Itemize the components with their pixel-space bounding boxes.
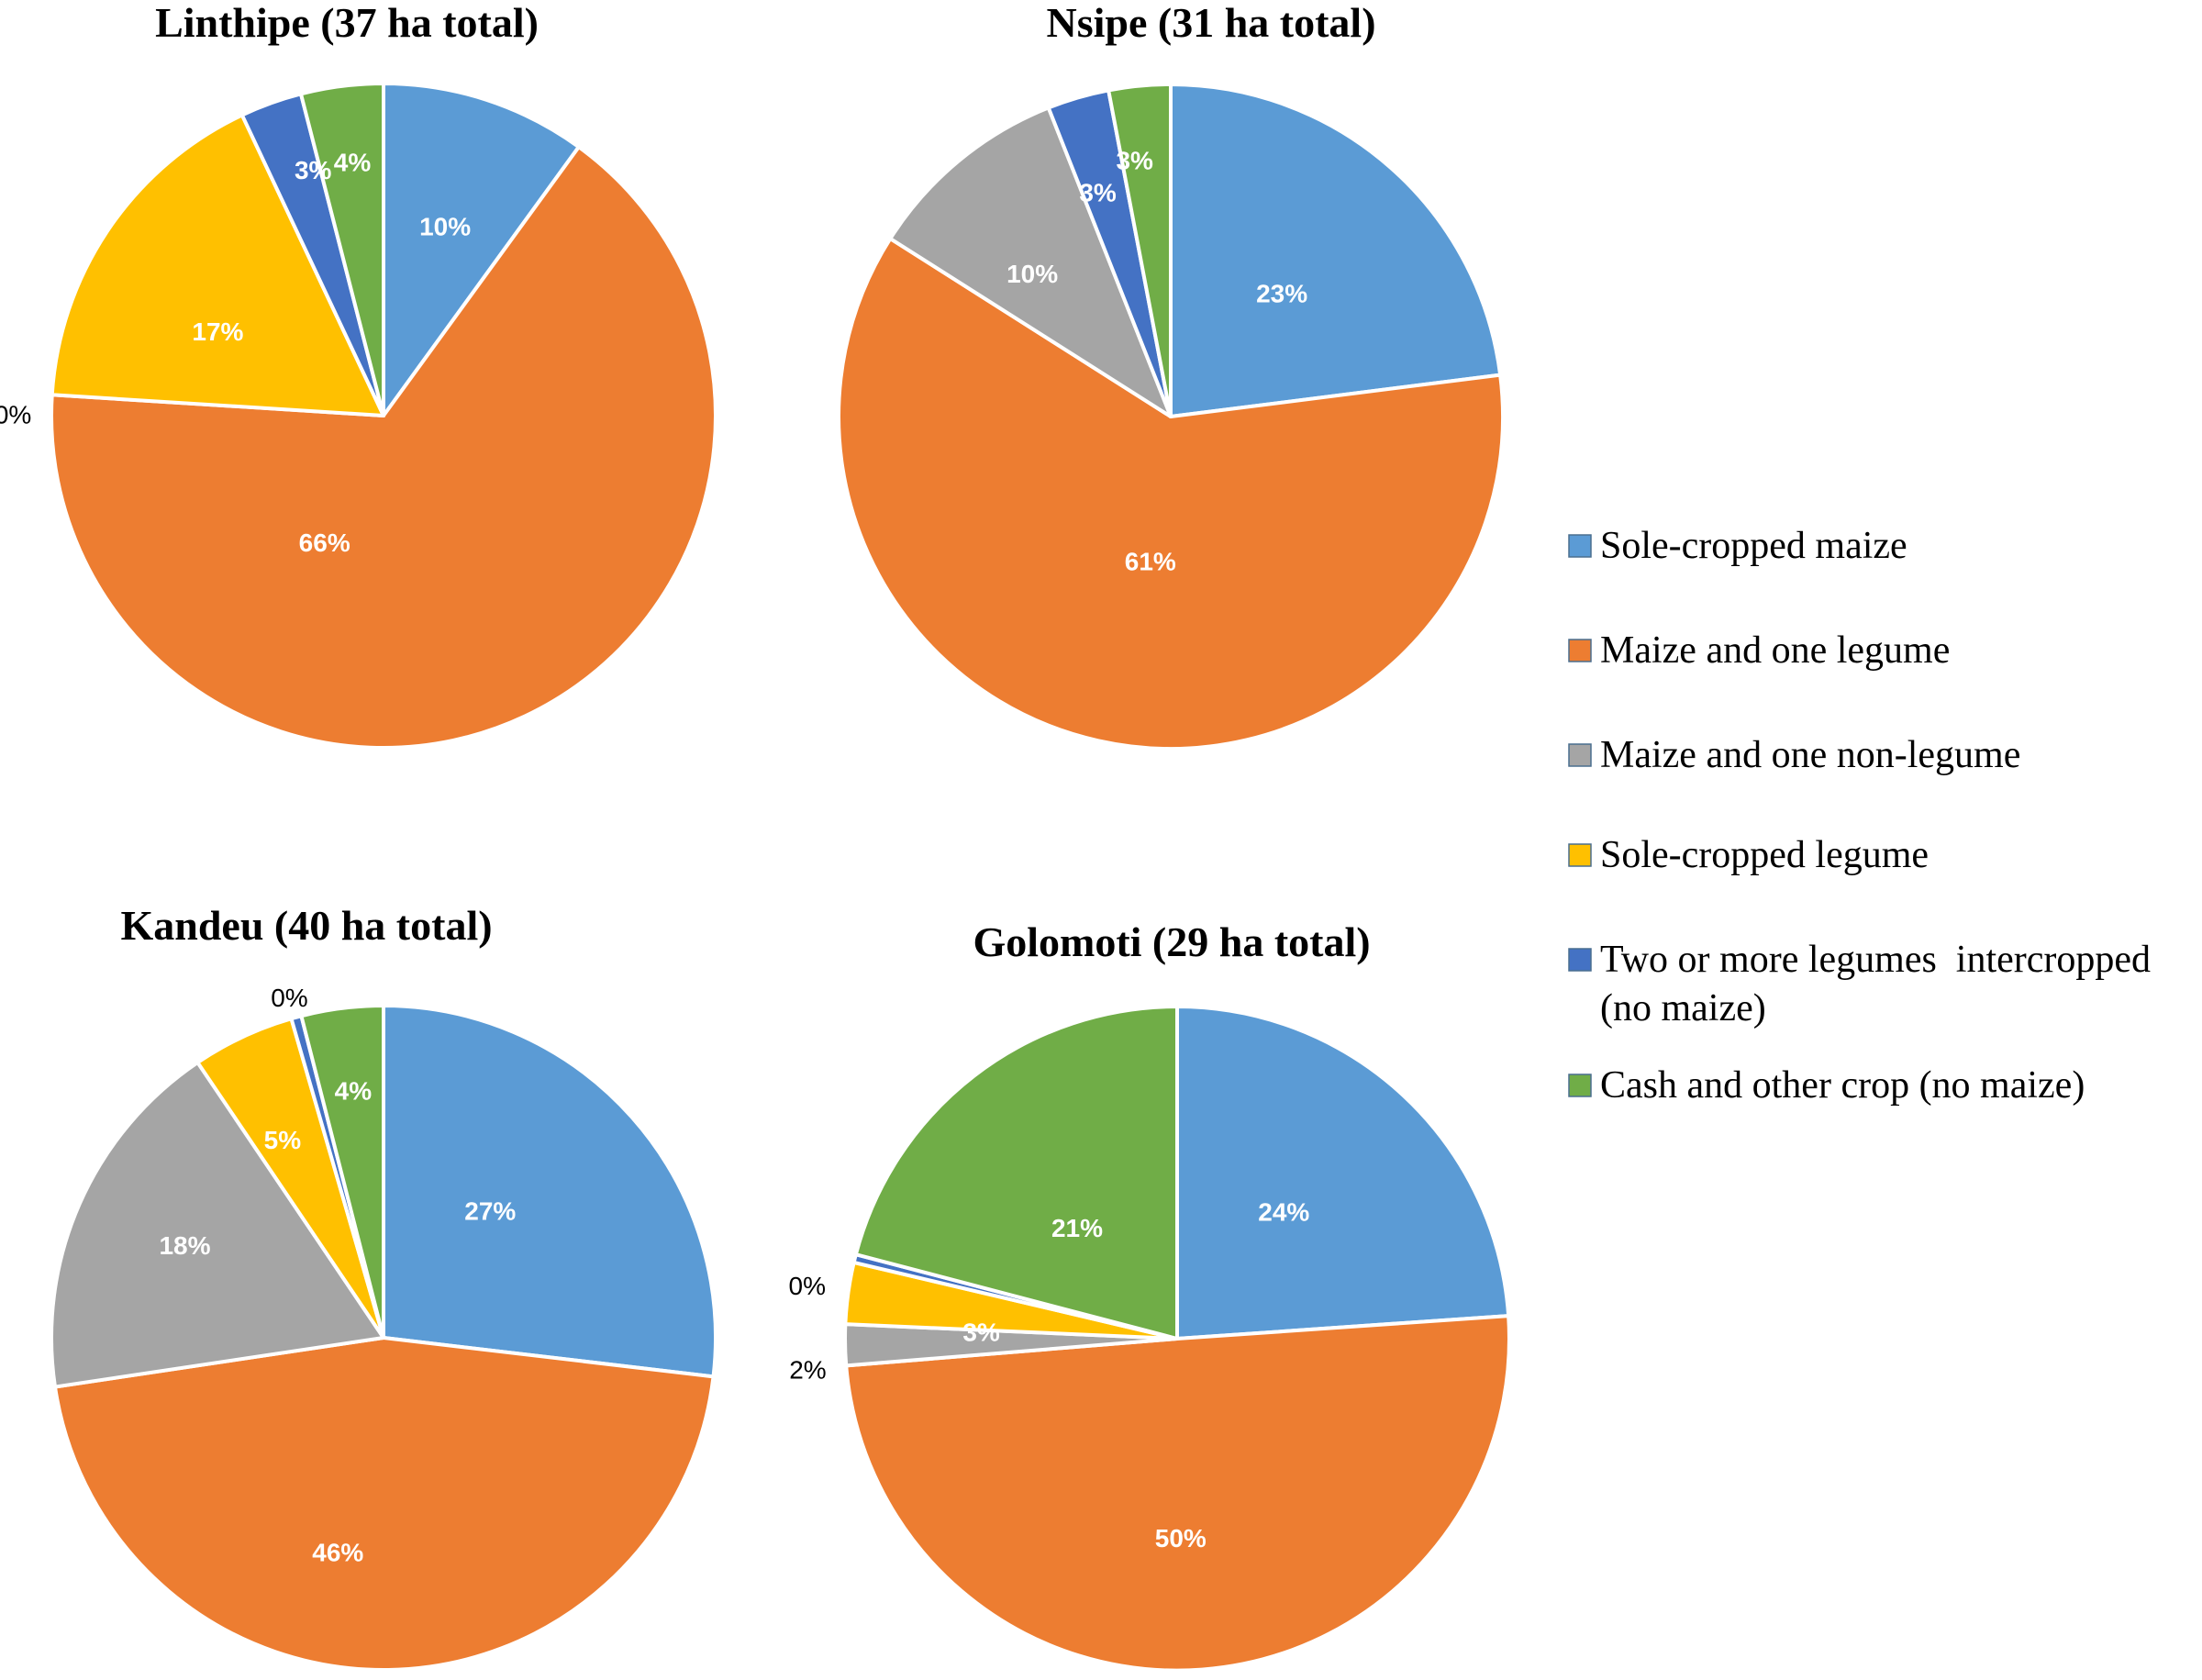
data-label-linthipe-maize-one-non-legume: 0% bbox=[0, 401, 31, 429]
data-label-kandeu-sole-cropped-legume: 5% bbox=[264, 1126, 302, 1154]
data-label-linthipe-two-or-more-legumes: 3% bbox=[295, 156, 332, 184]
data-label-golomoti-two-or-more-legumes: 0% bbox=[789, 1272, 826, 1300]
slice-kandeu-maize-one-non-legume bbox=[50, 1060, 385, 1389]
legend: Sole-cropped maize Maize and one legume … bbox=[1568, 525, 2151, 1107]
slice-nsipe-sole-cropped-maize bbox=[1169, 83, 1503, 418]
slice-nsipe-maize-one-non-legume bbox=[888, 106, 1173, 418]
slice-kandeu-sole-cropped-maize bbox=[382, 1004, 717, 1379]
data-label-golomoti-maize-one-legume: 50% bbox=[1155, 1524, 1207, 1552]
data-label-nsipe-cash-other-crop: 3% bbox=[1116, 146, 1153, 174]
slice-kandeu-cash-other-crop bbox=[299, 1004, 385, 1340]
data-label-kandeu-sole-cropped-maize: 27% bbox=[464, 1196, 516, 1225]
slice-nsipe-maize-one-legume bbox=[837, 237, 1505, 751]
legend-swatch-two-or-more-legumes bbox=[1568, 948, 1592, 972]
pie-slices-kandeu bbox=[50, 1004, 717, 1672]
data-label-linthipe-sole-cropped-maize: 10% bbox=[419, 212, 471, 240]
slice-linthipe-maize-one-legume bbox=[50, 145, 717, 750]
pie-linthipe: Linthipe (37 ha total) 10% 66% 0% 17% 3% 4% bbox=[0, 0, 717, 750]
legend-swatch-sole-cropped-maize bbox=[1568, 534, 1592, 558]
legend-swatch-maize-one-non-legume bbox=[1568, 743, 1592, 767]
data-label-golomoti-cash-other-crop: 21% bbox=[1051, 1214, 1103, 1242]
legend-label-cash-other-crop: Cash and other crop (no maize) bbox=[1600, 1064, 2085, 1107]
data-label-nsipe-sole-cropped-maize: 23% bbox=[1256, 280, 1307, 308]
legend-label-maize-one-legume: Maize and one legume bbox=[1600, 629, 1950, 672]
slice-nsipe-cash-other-crop bbox=[1107, 83, 1173, 418]
slice-kandeu-maize-one-legume bbox=[52, 1336, 716, 1672]
slice-linthipe-sole-cropped-maize bbox=[382, 82, 581, 417]
data-label-golomoti-sole-cropped-legume: 3% bbox=[962, 1318, 1000, 1347]
data-label-golomoti-maize-one-non-legume: 2% bbox=[789, 1355, 826, 1384]
pie-title-linthipe: Linthipe (37 ha total) bbox=[155, 0, 539, 46]
pie-golomoti: Golomoti (29 ha total) 24% 50% 2% 3% 0% 21% bbox=[789, 918, 1511, 1673]
slice-golomoti-sole-cropped-maize bbox=[1175, 1005, 1511, 1341]
pie-slices-nsipe bbox=[837, 83, 1505, 751]
legend-label-two-or-more-legumes: Two or more legumes intercropped bbox=[1600, 939, 2151, 981]
slice-linthipe-cash-other-crop bbox=[298, 82, 385, 417]
data-label-linthipe-maize-one-legume: 66% bbox=[299, 528, 350, 557]
pie-title-nsipe: Nsipe (31 ha total) bbox=[1046, 0, 1375, 46]
data-label-kandeu-two-or-more-legumes: 0% bbox=[271, 984, 307, 1012]
data-label-nsipe-maize-one-non-legume: 10% bbox=[1006, 260, 1058, 288]
data-label-linthipe-cash-other-crop: 4% bbox=[334, 148, 372, 176]
slice-golomoti-maize-one-legume bbox=[844, 1314, 1511, 1673]
slice-linthipe-sole-cropped-legume bbox=[50, 113, 385, 417]
data-label-nsipe-two-or-more-legumes: 3% bbox=[1079, 179, 1117, 207]
data-label-kandeu-cash-other-crop: 4% bbox=[335, 1077, 373, 1106]
pie-title-golomoti: Golomoti (29 ha total) bbox=[973, 918, 1370, 965]
pie-nsipe: Nsipe (31 ha total) 23% 61% 10% 3% 3% bbox=[837, 0, 1505, 751]
data-label-linthipe-sole-cropped-legume: 17% bbox=[192, 317, 243, 346]
data-label-kandeu-maize-one-non-legume: 18% bbox=[159, 1231, 210, 1260]
legend-label-sole-cropped-legume: Sole-cropped legume bbox=[1600, 834, 1929, 876]
data-label-nsipe-maize-one-legume: 61% bbox=[1125, 548, 1176, 576]
legend-swatch-maize-one-legume bbox=[1568, 639, 1592, 662]
legend-label-maize-one-non-legume: Maize and one non-legume bbox=[1600, 734, 2020, 776]
legend-label-two-or-more-legumes-line2: (no maize) bbox=[1600, 987, 1766, 1029]
pie-slices-golomoti bbox=[843, 1005, 1511, 1673]
pie-title-kandeu: Kandeu (40 ha total) bbox=[120, 902, 492, 949]
slice-golomoti-cash-other-crop bbox=[853, 1005, 1179, 1341]
legend-swatch-cash-other-crop bbox=[1568, 1074, 1592, 1097]
legend-swatch-sole-cropped-legume bbox=[1568, 843, 1592, 867]
data-label-kandeu-maize-one-legume: 46% bbox=[312, 1539, 363, 1567]
legend-label-sole-cropped-maize: Sole-cropped maize bbox=[1600, 525, 1907, 567]
pie-kandeu: Kandeu (40 ha total) 27% 46% 18% 5% 0% 4% bbox=[50, 902, 717, 1672]
pie-slices-linthipe bbox=[50, 82, 717, 750]
data-label-golomoti-sole-cropped-maize: 24% bbox=[1258, 1197, 1309, 1226]
